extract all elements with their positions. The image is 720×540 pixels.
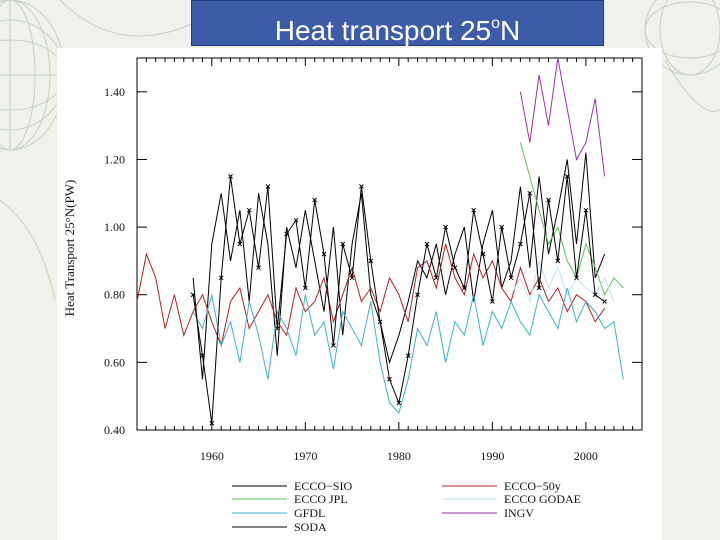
data-point — [480, 251, 486, 257]
data-point — [265, 184, 271, 189]
y-tick-label: 1.00 — [104, 220, 125, 234]
legend-item: ECCO−50y — [442, 479, 561, 493]
series-line-ecco-sio — [192, 152, 606, 380]
legend-item: ECCO GODAE — [442, 492, 581, 506]
data-point — [564, 174, 570, 179]
legend-label: ECCO−50y — [504, 479, 561, 493]
x-axis-ticks: 1960 1970 1980 1990 2000 — [136, 58, 643, 463]
y-tick-label: 0.80 — [104, 288, 125, 302]
data-point — [574, 275, 579, 281]
data-point — [190, 292, 196, 298]
data-point — [602, 299, 607, 304]
heat-transport-chart: 0.40 0.60 0.80 1.00 1.20 1.40 1960 1970 1980 199… — [62, 57, 643, 534]
data-point — [340, 241, 346, 247]
data-point — [490, 299, 495, 304]
series-lines — [136, 57, 624, 426]
data-point — [274, 326, 280, 331]
legend-label: ECCO GODAE — [504, 492, 581, 506]
data-point — [321, 251, 327, 257]
y-axis-title: Heat Transport 25°N(PW) — [62, 180, 77, 317]
data-point — [508, 275, 514, 281]
series-line-gfdl — [192, 287, 624, 415]
y-tick-label: 0.40 — [104, 423, 125, 437]
data-point — [209, 420, 215, 426]
x-tick-label: 1980 — [387, 449, 411, 463]
data-point — [368, 258, 374, 264]
data-point — [405, 353, 411, 358]
legend-item: INGV — [442, 506, 534, 520]
slide-title-suffix: N — [500, 15, 521, 46]
data-point — [256, 265, 261, 271]
x-tick-label: 1960 — [200, 449, 224, 463]
plot-frame — [136, 57, 643, 431]
chart-panel: 0.40 0.60 0.80 1.00 1.20 1.40 1960 1970 1980 199… — [57, 48, 662, 540]
axes-frame — [136, 57, 643, 431]
series-line-soda — [192, 176, 605, 424]
series-line-ingv — [519, 57, 606, 177]
x-tick-label: 2000 — [574, 449, 598, 463]
data-point — [415, 292, 420, 298]
data-point — [246, 207, 252, 213]
data-point — [583, 207, 589, 213]
data-point — [302, 285, 308, 291]
data-point — [293, 217, 299, 223]
slide-title-text: Heat transport 25 — [274, 15, 492, 46]
data-point — [527, 190, 533, 196]
data-point — [461, 285, 467, 291]
data-point — [237, 241, 243, 247]
data-point — [331, 343, 336, 348]
legend-item: ECCO−SIO — [232, 479, 352, 493]
y-tick-label: 1.20 — [104, 152, 125, 166]
data-point — [555, 258, 561, 264]
legend-label: GFDL — [294, 506, 325, 520]
data-point — [359, 184, 364, 189]
data-point — [228, 174, 233, 179]
data-point — [349, 275, 355, 281]
series-line-ecco-jpl — [519, 142, 624, 296]
y-tick-label: 0.60 — [104, 355, 125, 369]
y-axis-ticks: 0.40 0.60 0.80 1.00 1.20 1.40 — [104, 85, 642, 437]
data-point — [200, 353, 205, 358]
data-point — [471, 207, 477, 213]
data-point — [377, 319, 383, 325]
data-point — [518, 241, 523, 247]
legend-item: GFDL — [232, 506, 325, 520]
legend-label: ECCO JPL — [294, 492, 348, 506]
data-point — [452, 265, 458, 271]
y-tick-label: 1.40 — [104, 85, 125, 99]
legend-label: SODA — [294, 520, 327, 534]
data-point — [387, 376, 392, 382]
data-point — [443, 224, 448, 230]
series-line-ecco-50y — [136, 243, 606, 348]
data-point — [499, 224, 505, 230]
slide-title-superscript: o — [491, 15, 500, 32]
slide-title: Heat transport 25oN — [191, 0, 604, 46]
x-tick-label: 1970 — [293, 449, 317, 463]
data-point — [433, 275, 439, 281]
data-point — [284, 231, 289, 237]
data-point — [218, 275, 224, 281]
x-tick-label: 1990 — [480, 449, 504, 463]
data-point — [546, 197, 551, 203]
data-point — [312, 197, 318, 203]
legend-item: SODA — [232, 520, 327, 534]
data-point — [424, 241, 430, 247]
data-point — [536, 285, 542, 291]
series-line-ecco-godae — [510, 259, 615, 304]
legend-item: ECCO JPL — [232, 492, 348, 506]
legend-label: ECCO−SIO — [294, 479, 352, 493]
legend-label: INGV — [504, 506, 534, 520]
data-point — [592, 292, 598, 298]
data-point — [396, 400, 402, 406]
